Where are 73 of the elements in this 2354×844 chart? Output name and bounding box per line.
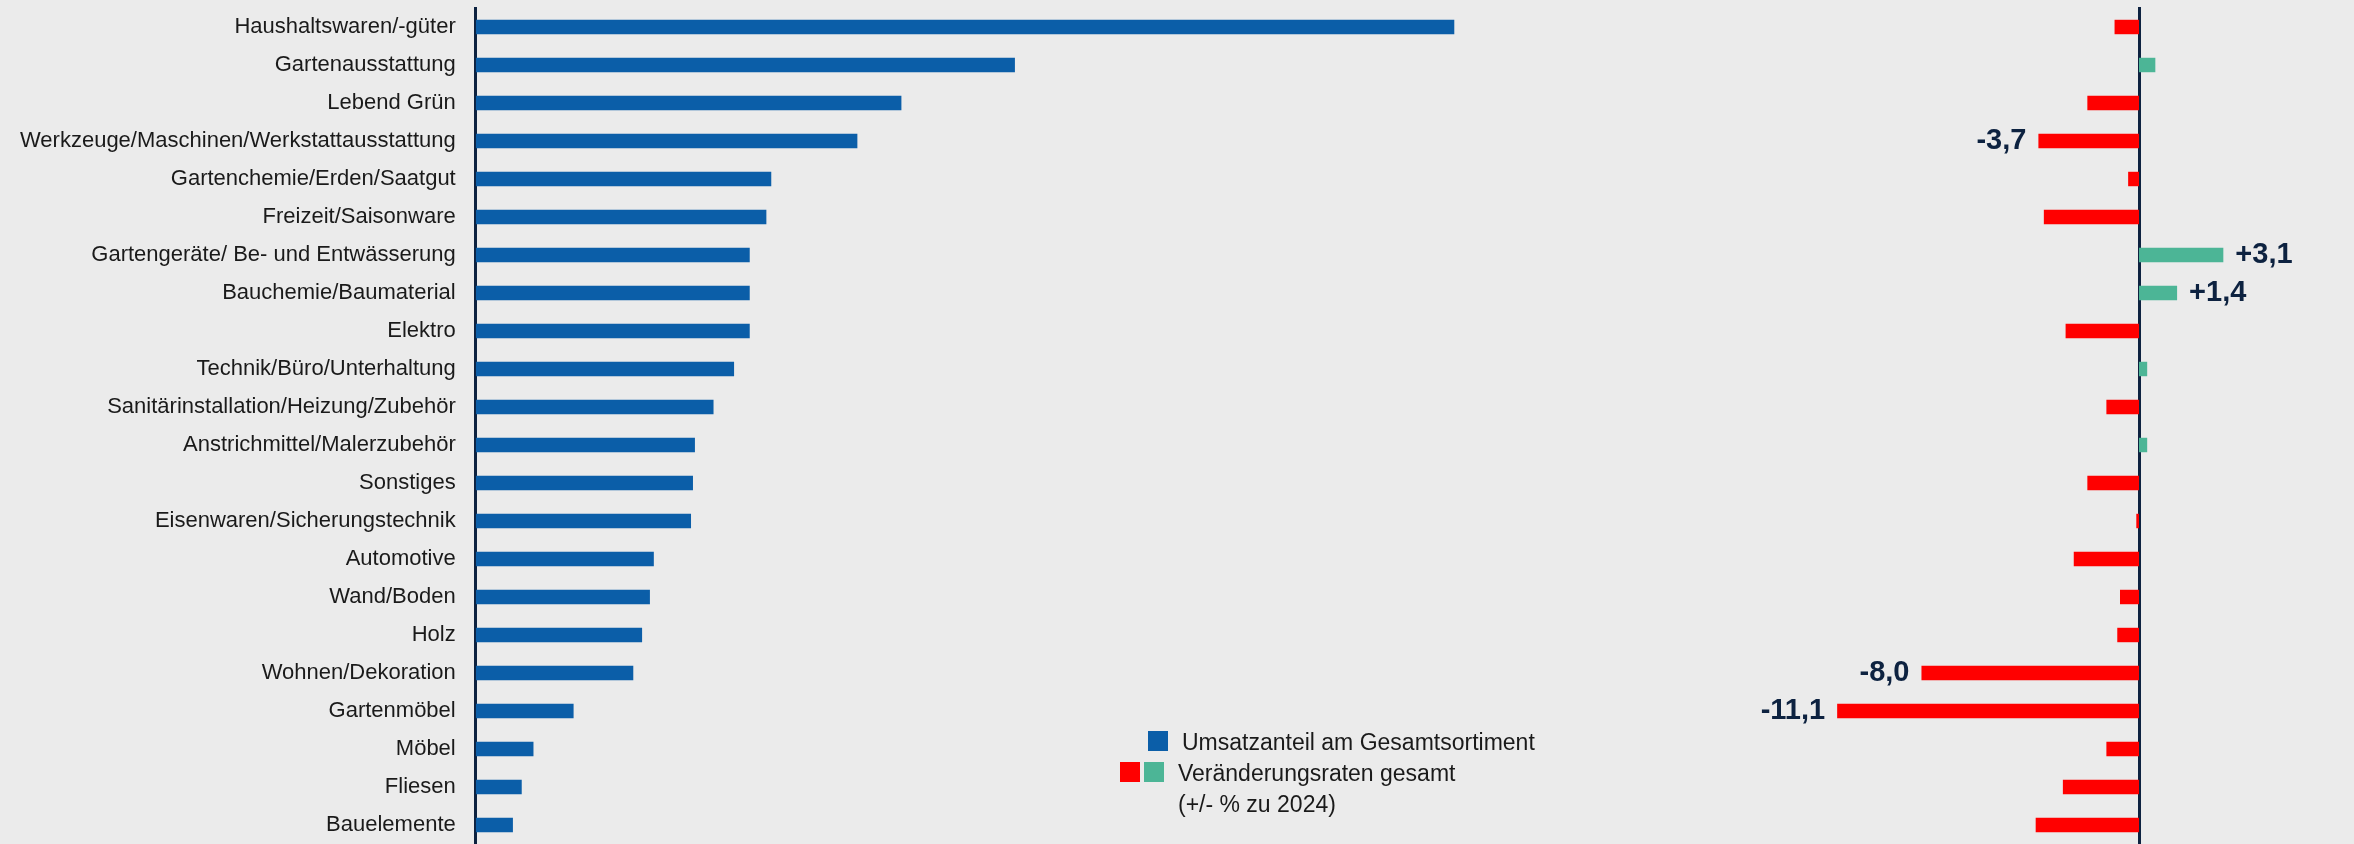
bar [2114, 19, 2140, 35]
bar [475, 323, 750, 339]
bar [475, 779, 522, 795]
bar [2073, 551, 2140, 567]
y-tick-label: Technik/Büro/Unterhaltung [196, 355, 456, 381]
data-label: +1,4 [2189, 275, 2247, 307]
bar [2043, 209, 2140, 225]
bar [2139, 57, 2156, 73]
bar [475, 95, 902, 111]
bar [2139, 437, 2148, 453]
y-tick-label: Wohnen/Dekoration [261, 659, 456, 685]
y-tick-label: Sonstiges [359, 469, 456, 495]
bar [475, 19, 1455, 35]
y-tick-label: Werkzeuge/Maschinen/Werkstattausstattung [19, 127, 456, 153]
y-tick-label: Gartenausstattung [274, 51, 456, 77]
bar [1837, 703, 2140, 719]
bar [2087, 475, 2140, 491]
bar [475, 627, 643, 643]
legend-label: Umsatzanteil am Gesamtsortiment [1182, 727, 1535, 757]
data-label: -8,0 [1859, 655, 1910, 687]
bar [2128, 171, 2140, 187]
y-tick-label: Haushaltswaren/-güter [234, 13, 456, 39]
bar [475, 475, 693, 491]
bar [2136, 513, 2140, 529]
bar [475, 589, 650, 605]
y-tick-label: Elektro [387, 317, 456, 343]
bar [2139, 247, 2224, 263]
bar [475, 133, 858, 149]
y-tick-label: Automotive [345, 545, 456, 571]
bar [475, 665, 634, 681]
y-tick-label: Fliesen [384, 773, 456, 799]
y-tick-label: Gartenchemie/Erden/Saatgut [170, 165, 456, 191]
y-tick-label: Wand/Boden [329, 583, 456, 609]
data-label: -3,7 [1976, 123, 2027, 155]
y-tick-label: Gartenmöbel [328, 697, 456, 723]
data-label: -11,1 [1760, 693, 1826, 725]
y-tick-label: Möbel [395, 735, 456, 761]
bar [2035, 817, 2140, 833]
bar [475, 57, 1015, 73]
bar [475, 741, 534, 757]
bar [2139, 361, 2148, 377]
y-tick-label: Anstrichmittel/Malerzubehör [183, 431, 456, 457]
bar [2062, 779, 2140, 795]
y-tick-label: Holz [411, 621, 456, 647]
bar [2038, 133, 2140, 149]
bar [475, 247, 750, 263]
bar [475, 171, 772, 187]
bar [2139, 285, 2178, 301]
legend-label: Veränderungsraten gesamt (+/- % zu 2024) [1178, 758, 1456, 819]
bar [475, 817, 513, 833]
y-tick-label: Lebend Grün [327, 89, 456, 115]
bar [475, 437, 695, 453]
y-tick-label: Freizeit/Saisonware [262, 203, 456, 229]
y-tick-label: Sanitärinstallation/Heizung/Zubehör [107, 393, 456, 419]
bar [2087, 95, 2140, 111]
data-label: +3,1 [2235, 237, 2293, 269]
bar [2106, 741, 2140, 757]
bar [2119, 589, 2140, 605]
bar [2106, 399, 2140, 415]
y-tick-label: Gartengeräte/ Be- und Entwässerung [91, 241, 456, 267]
y-tick-label: Bauchemie/Baumaterial [222, 279, 456, 305]
y-tick-label: Eisenwaren/Sicherungstechnik [154, 507, 457, 533]
bar [475, 399, 714, 415]
bar [2117, 627, 2140, 643]
bar [2065, 323, 2140, 339]
y-tick-label: Bauelemente [326, 811, 456, 837]
bar [1921, 665, 2140, 681]
bar [475, 285, 750, 301]
bar [475, 361, 735, 377]
bar [475, 209, 767, 225]
bar [475, 703, 574, 719]
bar [475, 513, 692, 529]
bar [475, 551, 654, 567]
